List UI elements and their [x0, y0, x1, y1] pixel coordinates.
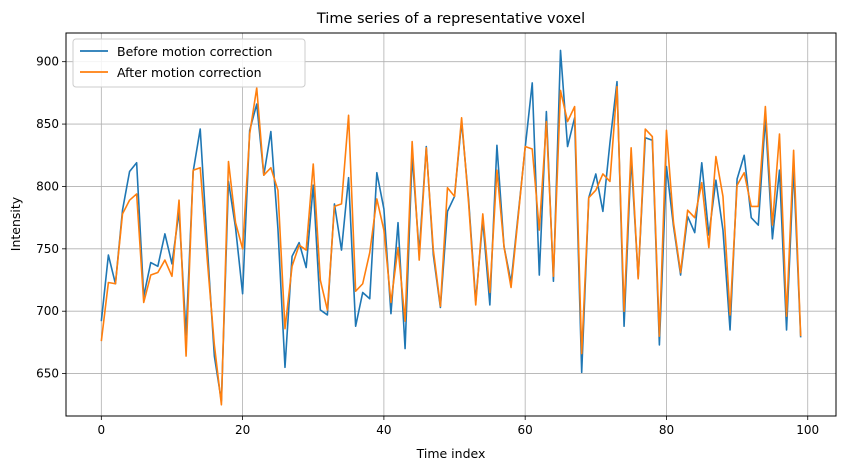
- y-tick-label: 750: [36, 242, 59, 256]
- grid: [66, 33, 836, 416]
- axis-ticks: 0 20 40 60 80 100 650 700 750 800 850 900: [36, 55, 819, 437]
- series-lines: [100, 49, 802, 406]
- x-tick-label: 20: [235, 423, 250, 437]
- x-tick-label: 0: [98, 423, 106, 437]
- y-tick-label: 850: [36, 117, 59, 131]
- series-line-before: [100, 49, 802, 402]
- x-tick-label: 60: [518, 423, 533, 437]
- y-tick-label: 900: [36, 55, 59, 69]
- y-tick-label: 650: [36, 367, 59, 381]
- y-axis-label: Intensity: [8, 196, 23, 251]
- x-tick-label: 100: [796, 423, 819, 437]
- x-axis-label: Time index: [416, 446, 486, 461]
- chart-title: Time series of a representative voxel: [316, 11, 585, 27]
- plot-frame: [65, 32, 837, 417]
- x-tick-label: 80: [659, 423, 674, 437]
- x-tick-label: 40: [376, 423, 391, 437]
- legend-label-before: Before motion correction: [117, 44, 272, 59]
- legend-box: [72, 38, 306, 88]
- legend: Before motion correction After motion co…: [72, 38, 306, 88]
- y-tick-label: 700: [36, 304, 59, 318]
- legend-label-after: After motion correction: [117, 65, 262, 80]
- y-tick-label: 800: [36, 179, 59, 193]
- series-line-after: [100, 85, 802, 406]
